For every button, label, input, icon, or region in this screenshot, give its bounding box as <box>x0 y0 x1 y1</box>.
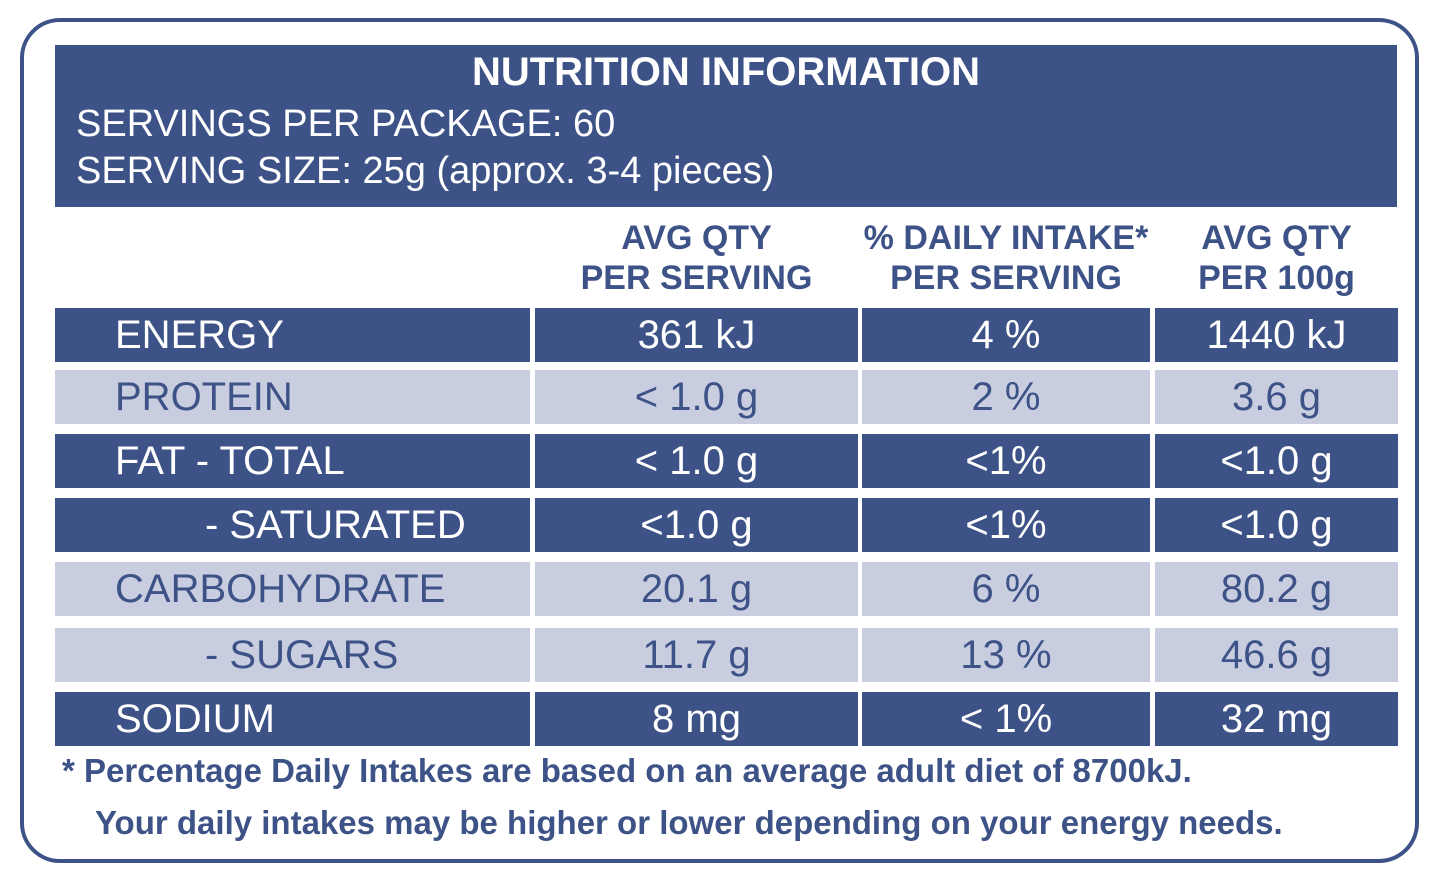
nutrient-value: 6 % <box>862 562 1150 616</box>
nutrient-value: 2 % <box>862 370 1150 424</box>
footnote: Your daily intakes may be higher or lowe… <box>95 804 1283 841</box>
nutrient-value: 32 mg <box>1155 692 1398 746</box>
nutrient-value: <1.0 g <box>535 498 858 552</box>
column-header-line: AVG QTY <box>621 219 772 257</box>
nutrient-name: - SUGARS <box>55 628 530 682</box>
header-band <box>55 45 1397 207</box>
header-blank <box>55 208 530 303</box>
nutrient-name: FAT - TOTAL <box>55 434 530 488</box>
column-header-line: PER SERVING <box>580 259 813 297</box>
column-header-line: AVG QTY <box>1201 219 1352 257</box>
column-header: % DAILY INTAKE* PER SERVING <box>862 208 1150 303</box>
nutrient-value: <1.0 g <box>1155 498 1398 552</box>
nutrient-value: 20.1 g <box>535 562 858 616</box>
nutrient-value: 80.2 g <box>1155 562 1398 616</box>
nutrient-value: <1% <box>862 498 1150 552</box>
nutrient-value: < 1% <box>862 692 1150 746</box>
nutrient-value: <1.0 g <box>1155 434 1398 488</box>
column-header-line: PER SERVING <box>890 259 1122 297</box>
nutrient-value: 11.7 g <box>535 628 858 682</box>
nutrient-value: 8 mg <box>535 692 858 746</box>
nutrient-value: 13 % <box>862 628 1150 682</box>
nutrient-name: - SATURATED <box>55 498 530 552</box>
nutrient-value: < 1.0 g <box>535 434 858 488</box>
nutrient-value: 46.6 g <box>1155 628 1398 682</box>
column-header-line: % DAILY INTAKE* <box>863 219 1149 257</box>
label-border <box>20 18 1419 863</box>
column-header-line: PER 100g <box>1198 259 1355 297</box>
servings: SERVINGS PER PACKAGE: 60 <box>76 103 616 145</box>
nutrient-name: SODIUM <box>55 692 530 746</box>
serving-size: SERVING SIZE: 25g (approx. 3-4 pieces) <box>76 150 775 192</box>
footnote: * Percentage Daily Intakes are based on … <box>62 752 1192 789</box>
nutrient-name: PROTEIN <box>55 370 530 424</box>
nutrient-value: 3.6 g <box>1155 370 1398 424</box>
nutrient-value: 361 kJ <box>535 308 858 362</box>
nutrient-name: ENERGY <box>55 308 530 362</box>
column-header: AVG QTY PER SERVING <box>535 208 858 303</box>
column-header: AVG QTY PER 100g <box>1155 208 1398 303</box>
nutrient-value: <1% <box>862 434 1150 488</box>
nutrient-value: 4 % <box>862 308 1150 362</box>
title: NUTRITION INFORMATION <box>471 50 981 94</box>
nutrient-value: 1440 kJ <box>1155 308 1398 362</box>
nutrient-name: CARBOHYDRATE <box>55 562 530 616</box>
nutrient-value: < 1.0 g <box>535 370 858 424</box>
